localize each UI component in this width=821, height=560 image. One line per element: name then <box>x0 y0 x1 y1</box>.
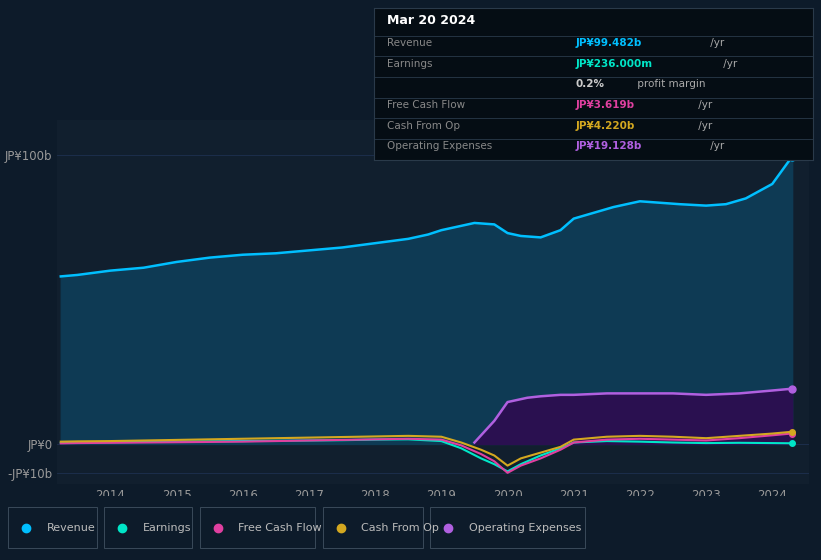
Text: JP¥3.619b: JP¥3.619b <box>576 100 635 110</box>
Text: profit margin: profit margin <box>634 80 705 89</box>
Text: Revenue: Revenue <box>387 38 432 48</box>
Text: Cash From Op: Cash From Op <box>387 120 460 130</box>
Text: Mar 20 2024: Mar 20 2024 <box>387 15 475 27</box>
Text: Free Cash Flow: Free Cash Flow <box>238 524 322 534</box>
Text: Earnings: Earnings <box>387 59 432 68</box>
Text: 0.2%: 0.2% <box>576 80 604 89</box>
Text: /yr: /yr <box>720 59 737 68</box>
Text: Operating Expenses: Operating Expenses <box>387 141 492 151</box>
Text: JP¥236.000m: JP¥236.000m <box>576 59 653 68</box>
Text: /yr: /yr <box>708 38 725 48</box>
Text: Cash From Op: Cash From Op <box>361 524 439 534</box>
Text: JP¥4.220b: JP¥4.220b <box>576 120 635 130</box>
Text: /yr: /yr <box>708 141 725 151</box>
Text: Revenue: Revenue <box>47 524 95 534</box>
Text: Earnings: Earnings <box>143 524 191 534</box>
Text: /yr: /yr <box>695 100 713 110</box>
Text: Operating Expenses: Operating Expenses <box>469 524 581 534</box>
Text: JP¥19.128b: JP¥19.128b <box>576 141 642 151</box>
Text: Free Cash Flow: Free Cash Flow <box>387 100 465 110</box>
Text: /yr: /yr <box>695 120 713 130</box>
Text: JP¥99.482b: JP¥99.482b <box>576 38 642 48</box>
